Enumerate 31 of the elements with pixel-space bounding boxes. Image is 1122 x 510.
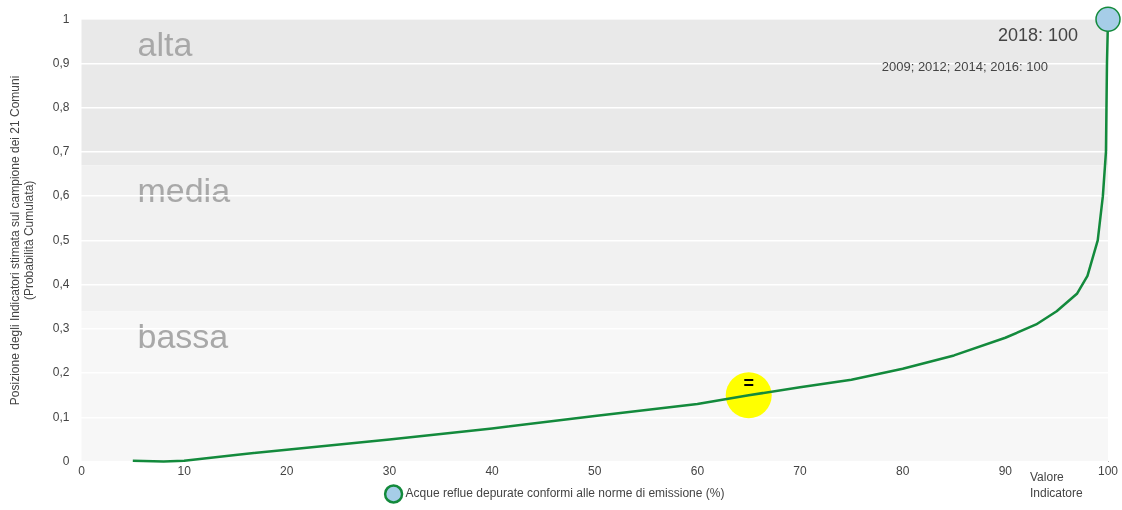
- y-tick-label: 0,3: [52, 321, 70, 336]
- x-tick-label: 80: [896, 464, 910, 479]
- y-tick-label: 0,7: [52, 144, 70, 159]
- x-tick-label: 50: [588, 464, 602, 479]
- x-tick-label: 0: [78, 464, 86, 479]
- band-label: media: [137, 170, 231, 209]
- y-tick-label: 0,4: [52, 276, 70, 291]
- x-tick-label: 60: [690, 464, 705, 479]
- y-tick-label: 0,6: [52, 188, 70, 203]
- annotation: =: [743, 373, 754, 394]
- y-tick-label: 0,9: [52, 55, 70, 70]
- x-tick-label: 40: [485, 464, 500, 479]
- y-tick-label: 0,1: [52, 409, 70, 424]
- y-tick-label: 0,2: [52, 365, 70, 380]
- y-axis-title: Posizione degli Indicatori stimata sul campione dei 21 Comuni (Probabilità Cumulata): [7, 75, 36, 406]
- y-tick-label: 0: [62, 453, 70, 468]
- annotation: 2009; 2012; 2014; 2016: 100: [881, 58, 1048, 74]
- x-tick-label: 90: [998, 464, 1013, 479]
- y-tick-label: 0,5: [52, 232, 70, 247]
- annotation: 2018: 100: [997, 25, 1078, 46]
- x-tick-label: 20: [280, 464, 294, 479]
- x-tick-label: 100: [1097, 464, 1119, 479]
- y-tick-label: 1: [62, 11, 70, 26]
- band-label: alta: [137, 24, 193, 63]
- legend-label: Acque reflue depurate conformi alle norme di emissione (%): [405, 486, 725, 501]
- x-tick-label: 30: [382, 464, 397, 479]
- x-axis-title: Valore Indicatore: [1030, 469, 1084, 500]
- y-tick-label: 0,8: [52, 99, 70, 114]
- x-tick-label: 10: [177, 464, 192, 479]
- band-label: bassa: [137, 316, 229, 355]
- x-tick-label: 70: [793, 464, 808, 479]
